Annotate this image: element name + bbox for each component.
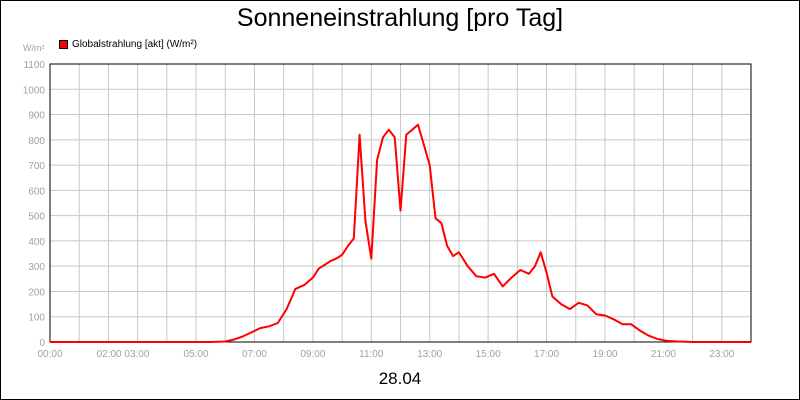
x-tick-label: 02:00 03:00	[97, 349, 150, 360]
plot-border	[49, 63, 752, 343]
x-tick-label: 05:00	[184, 349, 209, 360]
chart-title: Sonneneinstrahlung [pro Tag]	[236, 4, 564, 32]
x-tick-label: 15:00	[476, 349, 501, 360]
x-tick-label: 21:00	[651, 349, 676, 360]
x-tick-label: 19:00	[592, 349, 617, 360]
y-tick-label: 100	[28, 313, 45, 324]
x-tick-label: 17:00	[534, 349, 559, 360]
x-tick-label: 11:00	[359, 349, 384, 360]
series-line	[50, 123, 751, 343]
x-tick-label: 13:00	[417, 349, 442, 360]
y-tick-label: 700	[28, 161, 45, 172]
y-tick-label: 900	[28, 111, 45, 122]
y-tick-label: 0	[39, 338, 45, 349]
x-tick-label: 00:00	[37, 349, 62, 360]
y-tick-label: 800	[28, 136, 45, 147]
y-tick-label: 1000	[23, 85, 46, 96]
x-tick-label: 09:00	[300, 349, 325, 360]
x-tick-label: 07:00	[242, 349, 267, 360]
legend-swatch	[59, 40, 68, 49]
y-tick-label: 400	[28, 237, 45, 248]
y-tick-label: 500	[28, 212, 45, 223]
legend: Globalstrahlung [akt] (W/m²)	[59, 39, 197, 50]
y-tick-label: 1100	[23, 60, 45, 71]
x-tick-label: 23:00	[709, 349, 734, 360]
y-tick-label: 600	[28, 186, 45, 197]
y-tick-label: 300	[28, 262, 45, 273]
y-tick-label: 200	[28, 287, 45, 298]
legend-label: Globalstrahlung [akt] (W/m²)	[72, 39, 198, 50]
x-axis-date-label: 28.04	[378, 369, 422, 388]
y-axis-unit-label: W/m²	[23, 43, 45, 53]
